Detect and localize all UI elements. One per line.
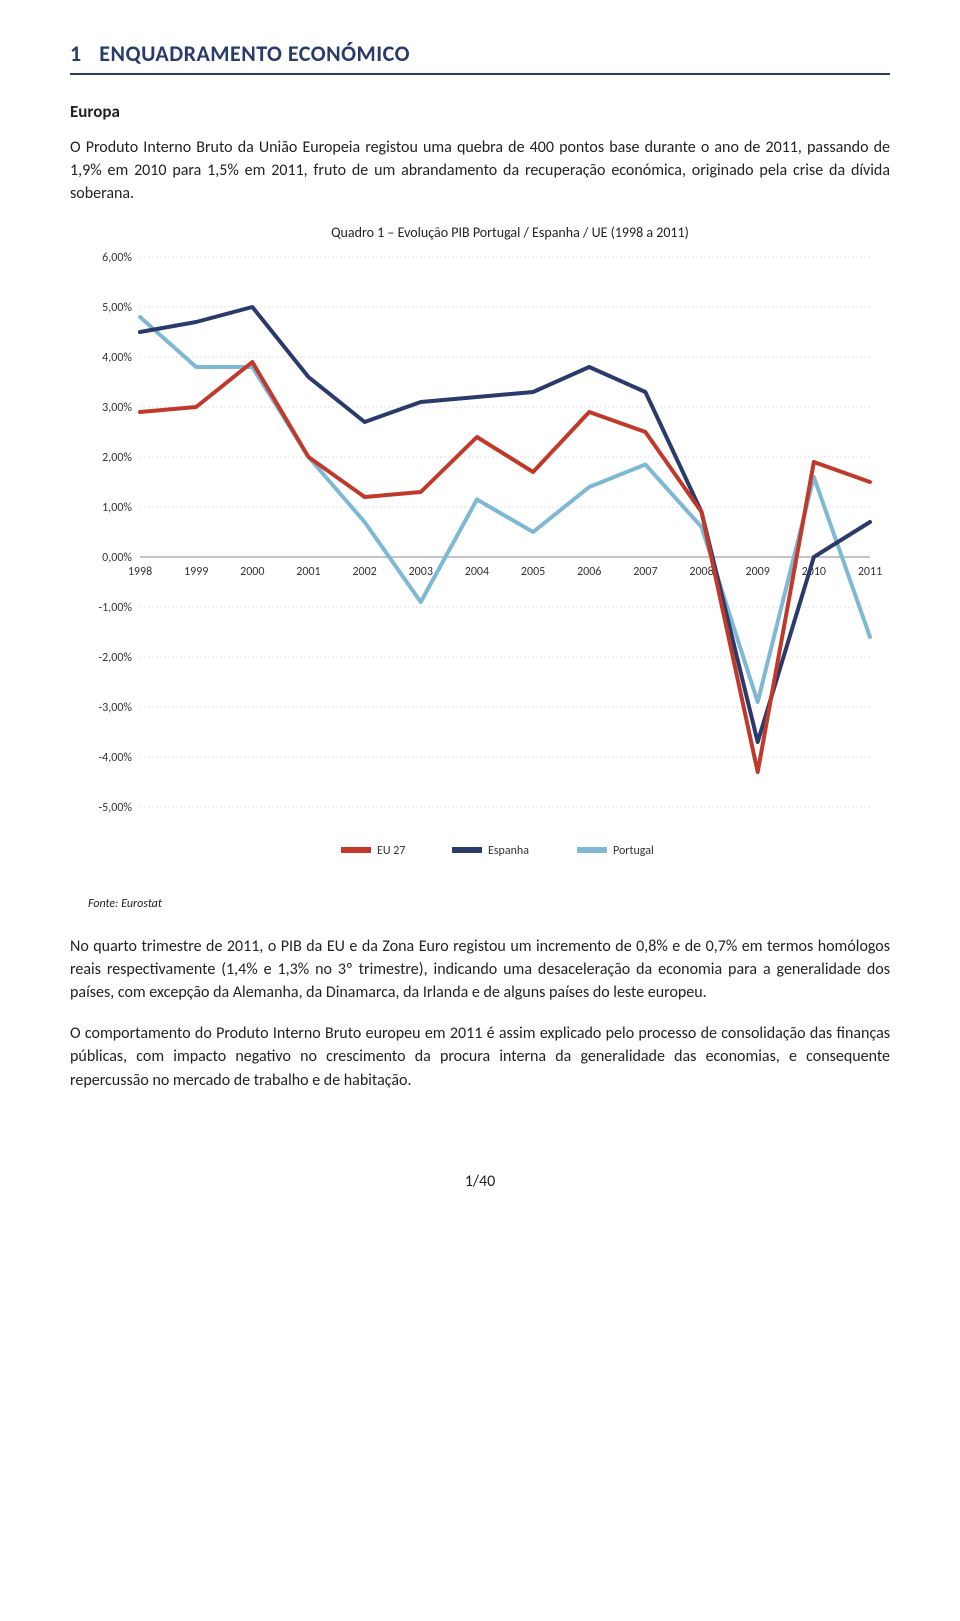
svg-text:2000: 2000	[240, 565, 264, 579]
svg-text:2011: 2011	[858, 565, 882, 579]
paragraph-explain: O comportamento do Produto Interno Bruto…	[70, 1022, 890, 1092]
subheading-europa: Europa	[70, 101, 890, 122]
svg-text:5,00%: 5,00%	[102, 301, 132, 315]
svg-text:4,00%: 4,00%	[102, 351, 132, 365]
line-chart: 6,00% 5,00% 4,00% 3,00% 2,00% 1,00% 0,00% -1,00…	[70, 247, 890, 887]
svg-text:2007: 2007	[633, 565, 657, 579]
svg-text:1999: 1999	[184, 565, 208, 579]
svg-text:2,00%: 2,00%	[102, 451, 132, 465]
svg-text:Espanha: Espanha	[488, 844, 529, 858]
svg-text:-1,00%: -1,00%	[99, 601, 133, 615]
svg-text:2009: 2009	[746, 565, 770, 579]
svg-text:3,00%: 3,00%	[102, 401, 132, 415]
svg-text:2006: 2006	[577, 565, 601, 579]
svg-text:1998: 1998	[128, 565, 152, 579]
svg-text:2001: 2001	[296, 565, 320, 579]
page-number: 1/40	[70, 1172, 890, 1191]
svg-text:Portugal: Portugal	[613, 844, 654, 858]
svg-text:-4,00%: -4,00%	[99, 751, 133, 765]
svg-text:2003: 2003	[409, 565, 433, 579]
svg-text:2010: 2010	[802, 565, 826, 579]
section-heading: 1 ENQUADRAMENTO ECONÓMICO	[70, 40, 890, 75]
svg-text:2008: 2008	[689, 565, 713, 579]
svg-text:-2,00%: -2,00%	[99, 651, 133, 665]
svg-text:-3,00%: -3,00%	[99, 701, 133, 715]
section-title: ENQUADRAMENTO ECONÓMICO	[99, 40, 410, 67]
svg-text:-5,00%: -5,00%	[99, 801, 133, 815]
svg-text:EU 27: EU 27	[377, 844, 405, 858]
svg-text:2005: 2005	[521, 565, 545, 579]
svg-text:1,00%: 1,00%	[102, 501, 132, 515]
chart-source: Fonte: Eurostat	[88, 897, 890, 911]
svg-text:0,00%: 0,00%	[102, 551, 132, 565]
svg-text:2004: 2004	[465, 565, 489, 579]
paragraph-intro: O Produto Interno Bruto da União Europei…	[70, 136, 890, 206]
svg-text:2002: 2002	[352, 565, 376, 579]
paragraph-q4: No quarto trimestre de 2011, o PIB da EU…	[70, 935, 890, 1005]
svg-text:6,00%: 6,00%	[102, 251, 132, 265]
chart-container: Quadro 1 – Evolução PIB Portugal / Espan…	[70, 224, 890, 887]
chart-title: Quadro 1 – Evolução PIB Portugal / Espan…	[130, 224, 890, 241]
section-number: 1	[70, 40, 82, 67]
